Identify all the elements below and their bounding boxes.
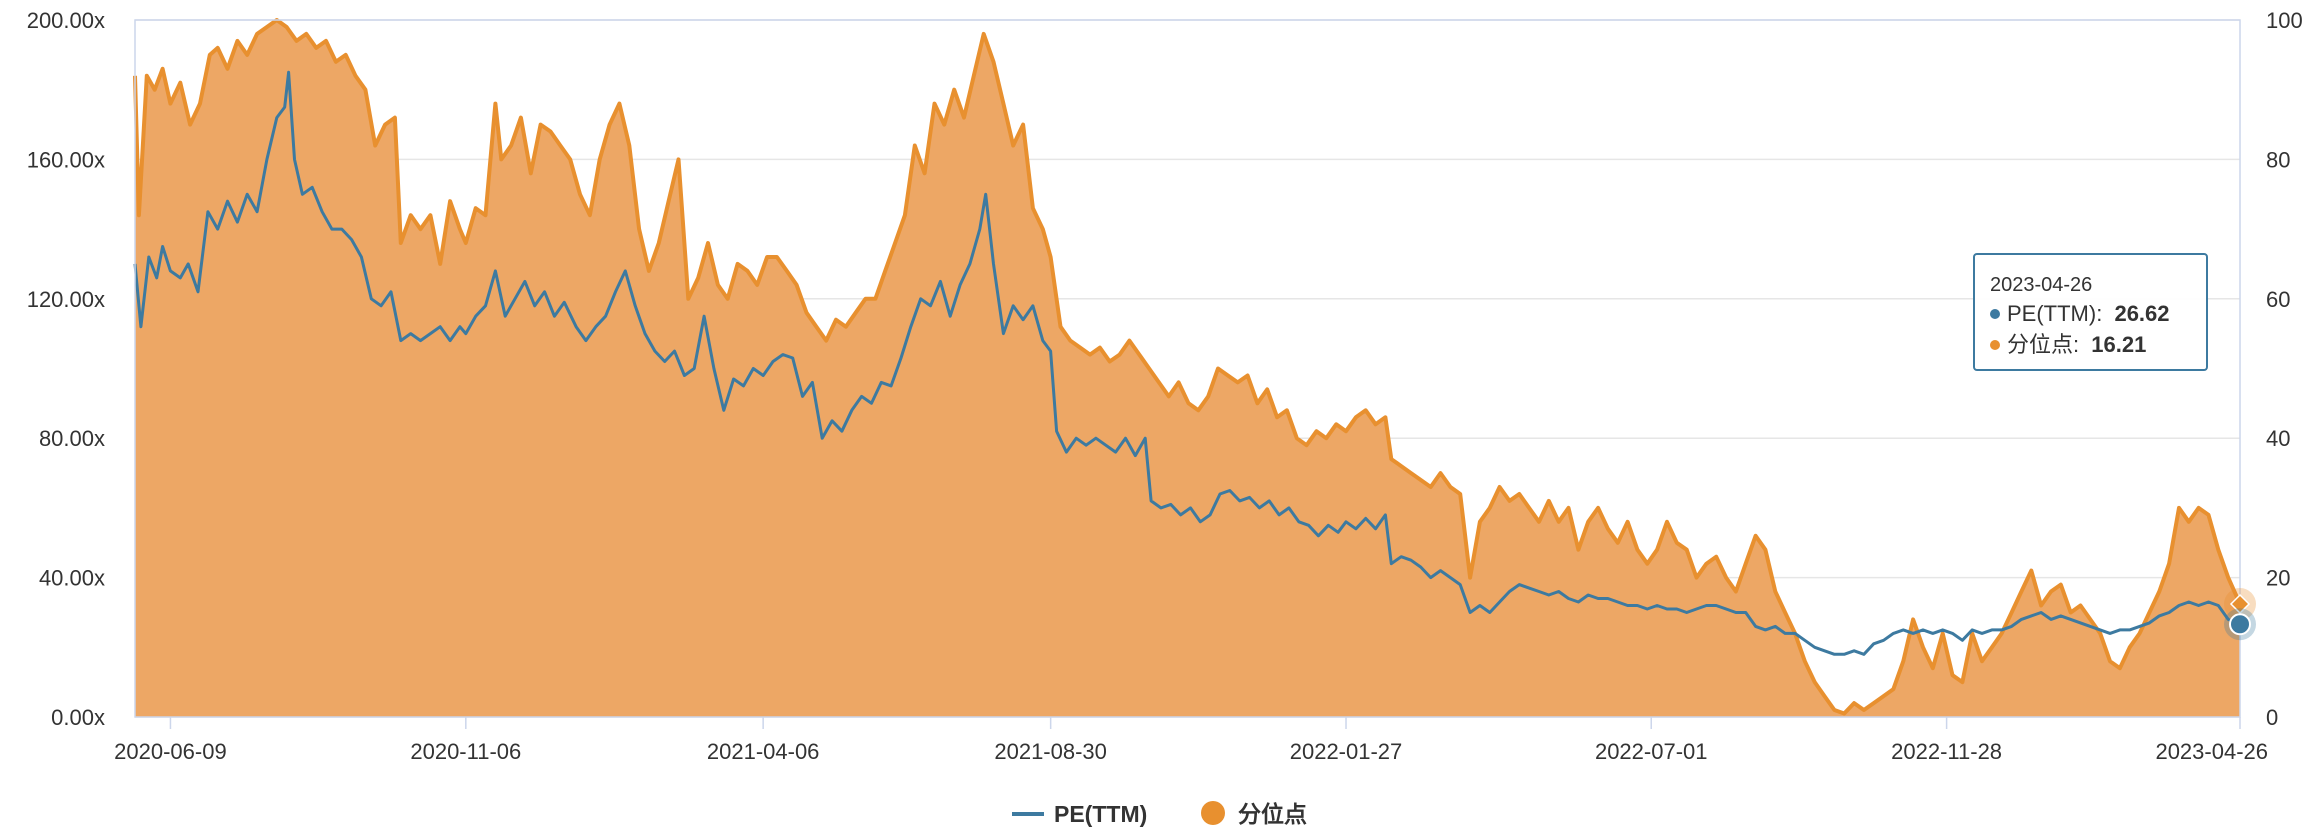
x-tick-label: 2020-11-06 bbox=[410, 739, 521, 764]
y-left-tick-label: 80.00x bbox=[39, 426, 105, 451]
y-right-tick-label: 100 bbox=[2266, 8, 2303, 33]
x-tick-label: 2021-04-06 bbox=[707, 739, 820, 764]
tooltip-pe-label: PE(TTM): bbox=[2007, 301, 2102, 326]
legend-pct-label: 分位点 bbox=[1238, 801, 1307, 827]
pe-line bbox=[133, 70, 2241, 656]
pe-line-layer bbox=[133, 70, 2241, 656]
legend-item-percentile[interactable]: 分位点 bbox=[1201, 801, 1307, 827]
y-right-tick-label: 0 bbox=[2266, 705, 2278, 730]
y-left-tick-label: 200.00x bbox=[27, 8, 105, 33]
pe-hover-marker bbox=[2229, 613, 2251, 636]
hover-markers bbox=[2224, 588, 2256, 641]
tooltip-date: 2023-04-26 bbox=[1990, 274, 2092, 296]
y-left-tick-label: 0.00x bbox=[51, 705, 105, 730]
x-tick-label: 2022-07-01 bbox=[1595, 739, 1708, 764]
y-right-tick-label: 40 bbox=[2266, 426, 2290, 451]
plot-frame bbox=[134, 19, 2241, 718]
x-tick-label: 2022-01-27 bbox=[1290, 739, 1403, 764]
y-right-tick-label: 60 bbox=[2266, 287, 2290, 312]
percentile-area bbox=[135, 20, 2240, 717]
svg-text:分位点: 16.21: 分位点: 16.21 bbox=[2007, 332, 2146, 357]
svg-text:PE(TTM): 26.62: PE(TTM): 26.62 bbox=[2007, 301, 2170, 326]
legend-pct-swatch bbox=[1201, 801, 1225, 825]
percentile-area-layer bbox=[133, 18, 2242, 717]
legend-pe-label: PE(TTM) bbox=[1054, 801, 1147, 827]
percentile-line bbox=[133, 18, 2242, 716]
tooltip-pct-label: 分位点: bbox=[2007, 332, 2079, 357]
tooltip-pct-dot bbox=[1990, 340, 2000, 350]
tooltip-box bbox=[1973, 253, 2208, 371]
y-left-tick-label: 120.00x bbox=[27, 287, 105, 312]
tooltip-pe-dot bbox=[1990, 309, 2000, 319]
legend: PE(TTM) 分位点 bbox=[1012, 801, 1307, 827]
y-right-tick-label: 80 bbox=[2266, 147, 2290, 172]
tooltip: 2023-04-26 PE(TTM): 26.62 分位点: 16.21 bbox=[1973, 253, 2208, 371]
axes: 0.00x 40.00x 80.00x 120.00x 160.00x 200.00x 0 2… bbox=[27, 8, 2303, 764]
y-left-tick-label: 160.00x bbox=[27, 147, 105, 172]
x-tick-label: 2020-06-09 bbox=[114, 739, 227, 764]
percentile-hover-marker bbox=[2229, 593, 2251, 615]
y-left-tick-label: 40.00x bbox=[39, 566, 105, 591]
x-tick-label: 2023-04-26 bbox=[2155, 739, 2268, 764]
tooltip-pct-value: 16.21 bbox=[2091, 332, 2146, 357]
legend-item-pe[interactable]: PE(TTM) bbox=[1012, 801, 1147, 827]
y-right-tick-label: 20 bbox=[2266, 566, 2290, 591]
tooltip-pe-value: 26.62 bbox=[2114, 301, 2169, 326]
x-tick-label: 2022-11-28 bbox=[1891, 739, 2002, 764]
x-tick-label: 2021-08-30 bbox=[994, 739, 1107, 764]
